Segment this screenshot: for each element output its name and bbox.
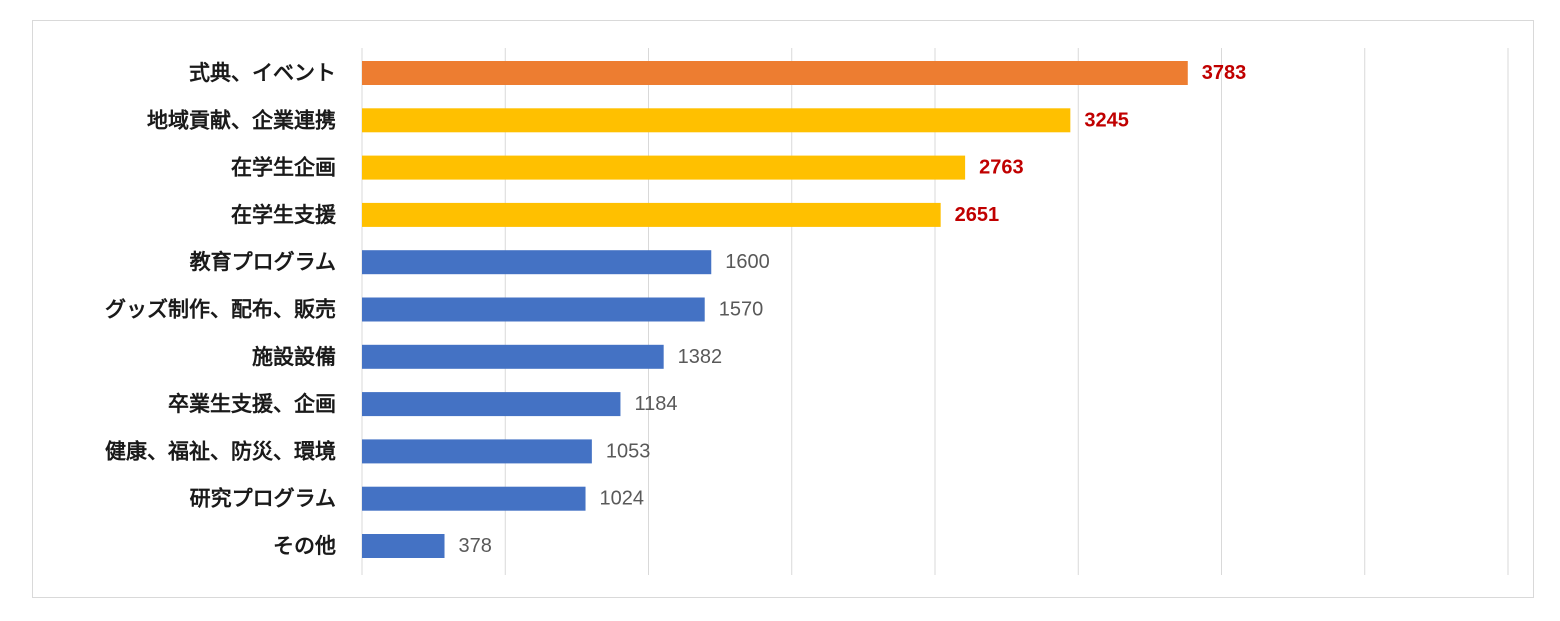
category-label: 在学生支援	[231, 203, 337, 227]
category-label: グッズ制作、配布、販売	[105, 298, 336, 322]
bars	[362, 61, 1188, 558]
bar	[362, 486, 586, 511]
bar	[362, 250, 712, 275]
bar	[362, 392, 621, 417]
value-label: 378	[459, 535, 492, 557]
bar	[362, 297, 705, 322]
category-label: その他	[273, 534, 336, 558]
category-labels: 式典、イベント地域貢献、企業連携在学生企画在学生支援教育プログラムグッズ制作、配…	[105, 61, 337, 558]
bar	[362, 202, 941, 227]
bar	[362, 534, 445, 558]
category-label: 健康、福祉、防災、環境	[105, 439, 336, 463]
value-label: 1184	[634, 393, 677, 415]
value-labels: 3783 3245 2763 2651 1600 1570 1382 1184 1053 1024…	[459, 62, 1247, 557]
category-label: 地域貢献、企業連携	[147, 108, 336, 132]
value-label: 1382	[678, 346, 723, 368]
value-label: 1053	[606, 440, 651, 462]
category-label: 卒業生支援、企画	[168, 392, 336, 416]
bar	[362, 108, 1071, 133]
value-label: 1570	[719, 299, 764, 321]
value-label: 2651	[955, 204, 1000, 226]
bar	[362, 155, 966, 180]
value-label: 3245	[1084, 109, 1129, 131]
value-label: 1600	[725, 251, 770, 273]
bar	[362, 344, 664, 369]
category-label: 在学生企画	[231, 156, 336, 180]
bar	[362, 61, 1188, 85]
category-label: 式典、イベント	[189, 61, 336, 85]
category-label: 教育プログラム	[190, 250, 336, 274]
value-label: 3783	[1202, 62, 1247, 84]
category-label: 施設設備	[252, 345, 336, 369]
value-label: 1024	[600, 488, 645, 510]
category-label: 研究プログラム	[190, 487, 336, 511]
value-label: 2763	[979, 157, 1024, 179]
bar	[362, 439, 592, 464]
